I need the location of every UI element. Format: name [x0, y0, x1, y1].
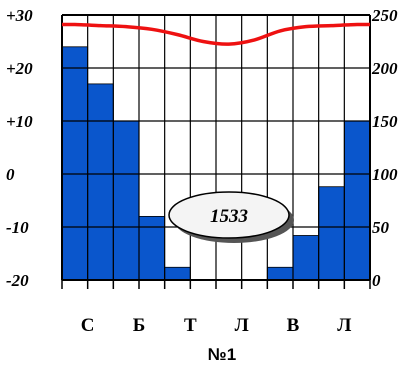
month-label: Б [133, 315, 146, 336]
precipitation-bar [318, 186, 345, 281]
month-label: Т [184, 315, 197, 336]
precipitation-bar [164, 266, 191, 281]
chart-number-label: №1 [208, 345, 236, 364]
left-axis-tick-label: -10 [6, 218, 29, 237]
month-label: Л [235, 315, 249, 336]
precipitation-bar [112, 120, 140, 281]
temperature-line [61, 22, 371, 46]
month-label: В [287, 315, 300, 336]
left-axis-tick-label: +10 [6, 112, 33, 131]
month-label: Л [337, 315, 351, 336]
precipitation-total-label: 1533 [210, 206, 248, 227]
precipitation-bar [87, 83, 114, 281]
precipitation-bar [266, 266, 294, 281]
right-axis-labels: 250 200 150 100 50 0 [371, 6, 398, 290]
right-axis-tick-label: 50 [372, 218, 390, 237]
total-precipitation-callout: 1533 [168, 191, 294, 243]
left-axis-labels: +30 +20 +10 0 -10 -20 [6, 6, 33, 290]
callout-ellipse [168, 191, 290, 239]
left-axis-tick-label: +30 [6, 6, 33, 25]
left-axis-tick-label: +20 [6, 59, 33, 78]
right-axis-tick-label: 200 [371, 59, 398, 78]
month-label: С [81, 315, 95, 336]
precipitation-bar [292, 235, 320, 281]
precipitation-bar [61, 46, 89, 281]
precipitation-bar [343, 120, 371, 281]
left-axis-tick-label: 0 [6, 165, 15, 184]
left-axis-tick-label: -20 [6, 271, 29, 290]
plot-frame [61, 14, 371, 289]
right-axis-tick-label: 150 [372, 112, 398, 131]
precipitation-bar [138, 215, 166, 281]
grid-lines [62, 15, 370, 280]
right-axis-tick-label: 250 [371, 6, 398, 25]
right-axis-tick-label: 100 [372, 165, 398, 184]
right-axis-tick-label: 0 [372, 271, 381, 290]
